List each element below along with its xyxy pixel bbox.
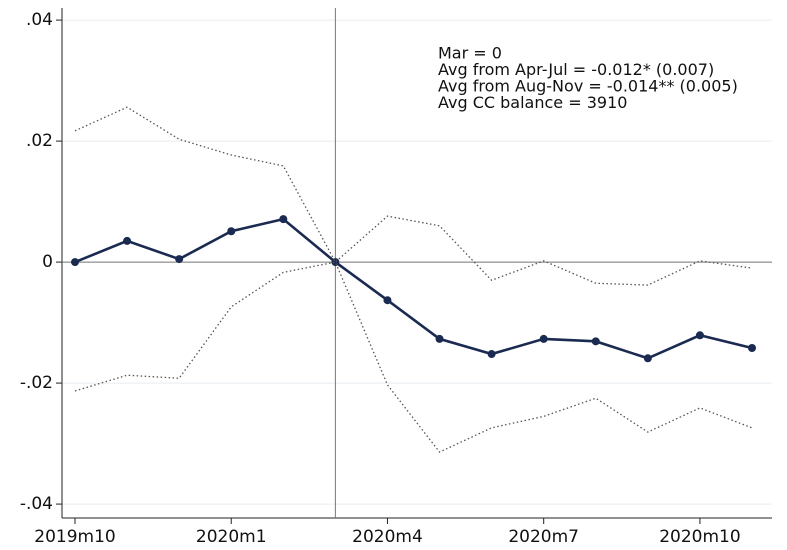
annotation: Avg from Apr-Jul = -0.012* (0.007) xyxy=(438,60,714,79)
ci-line xyxy=(74,261,753,453)
marker xyxy=(748,344,756,352)
marker xyxy=(123,236,132,245)
marker xyxy=(175,255,184,264)
annotation: Mar = 0 xyxy=(438,44,502,63)
marker xyxy=(383,296,392,305)
x-tick-label: 2020m4 xyxy=(352,527,423,547)
y-tick-label: -.04 xyxy=(20,494,53,514)
annotation: Avg CC balance = 3910 xyxy=(438,93,627,112)
marker xyxy=(227,227,236,236)
marker xyxy=(539,334,548,343)
estimate-line xyxy=(74,217,753,360)
annotation: Avg from Aug-Nov = -0.014** (0.005) xyxy=(438,77,738,96)
marker xyxy=(487,350,496,359)
x-tick-label: 2020m7 xyxy=(508,527,579,547)
x-tick-label: 2019m10 xyxy=(34,527,115,547)
marker xyxy=(643,354,652,363)
y-tick-label: .02 xyxy=(26,131,53,151)
y-tick-label: -.02 xyxy=(20,373,53,393)
marker xyxy=(279,215,288,224)
y-tick-label: .04 xyxy=(26,10,53,30)
y-tick-label: 0 xyxy=(42,252,53,272)
marker xyxy=(71,258,79,267)
marker xyxy=(331,258,340,267)
marker xyxy=(695,331,704,340)
x-tick-label: 2020m1 xyxy=(196,527,267,547)
marker xyxy=(591,337,600,346)
ci-line xyxy=(74,106,753,286)
marker xyxy=(435,334,444,343)
x-tick-label: 2020m10 xyxy=(659,527,740,547)
